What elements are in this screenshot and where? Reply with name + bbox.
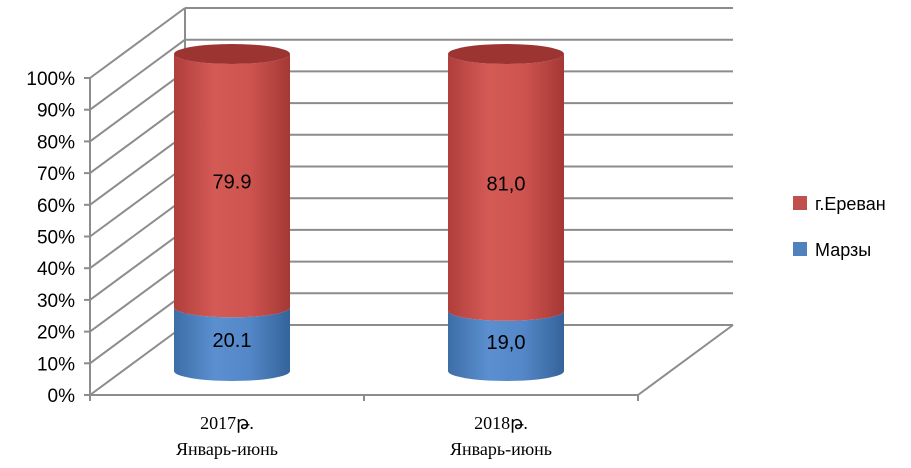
bar-top-cap <box>448 44 564 64</box>
y-tick-label: 90% <box>37 101 75 122</box>
bar-top-cap <box>174 44 290 64</box>
gridline-side <box>89 133 186 206</box>
gridline-side <box>89 70 186 143</box>
bar-segment-yerevan <box>448 54 564 321</box>
x-tick-label: 2017թ. Январь-июнь <box>176 413 278 459</box>
y-axis: 0% 10% 20% 30% 40% 50% 60% 70% 80% 90% 100% <box>26 69 90 407</box>
data-label: 20.1 <box>213 330 252 352</box>
y-tick-label: 20% <box>37 323 75 344</box>
x-tick-label: 2018թ. Январь-июнь <box>450 413 552 459</box>
legend-swatch <box>793 196 807 210</box>
bar-segment-yerevan <box>174 54 290 318</box>
gridline-side <box>89 292 186 365</box>
gridline-side <box>89 38 186 111</box>
y-tick-label: 30% <box>37 291 75 312</box>
gridline-side <box>89 229 186 301</box>
data-label: 79.9 <box>213 172 252 194</box>
y-tick-label: 80% <box>37 132 75 153</box>
data-label: 19,0 <box>487 332 526 354</box>
bar-segment-marzy <box>174 307 290 381</box>
bar-series: 20.1 79.9 19,0 81,0 <box>174 44 564 381</box>
floor-right-edge <box>637 324 734 396</box>
gridline-side <box>89 165 186 238</box>
legend: г.Ереван Марзы <box>793 194 886 260</box>
gridline-side <box>89 197 186 270</box>
legend-label: Марзы <box>815 240 871 260</box>
legend-swatch <box>793 242 807 256</box>
bar-segment-marzy <box>448 310 564 381</box>
y-tick-label: 0% <box>48 386 76 407</box>
y-tick-label: 50% <box>37 228 75 249</box>
cylinder-bar: 20.1 79.9 <box>174 44 290 381</box>
y-tick-label: 60% <box>37 196 75 217</box>
gridline-side <box>89 260 186 333</box>
gridline-side <box>89 102 186 174</box>
data-label: 81,0 <box>487 173 526 195</box>
gridline-side <box>89 7 186 79</box>
x-axis: 2017թ. Январь-июнь 2018թ. Январь-июнь <box>89 395 639 459</box>
y-tick-label: 10% <box>37 354 75 375</box>
y-tick-label: 70% <box>37 164 75 185</box>
y-tick-label: 100% <box>26 69 75 90</box>
y-tick-label: 40% <box>37 259 75 280</box>
cylinder-bar: 19,0 81,0 <box>448 44 564 381</box>
legend-label: г.Ереван <box>815 194 886 214</box>
gridline-side <box>89 324 186 396</box>
